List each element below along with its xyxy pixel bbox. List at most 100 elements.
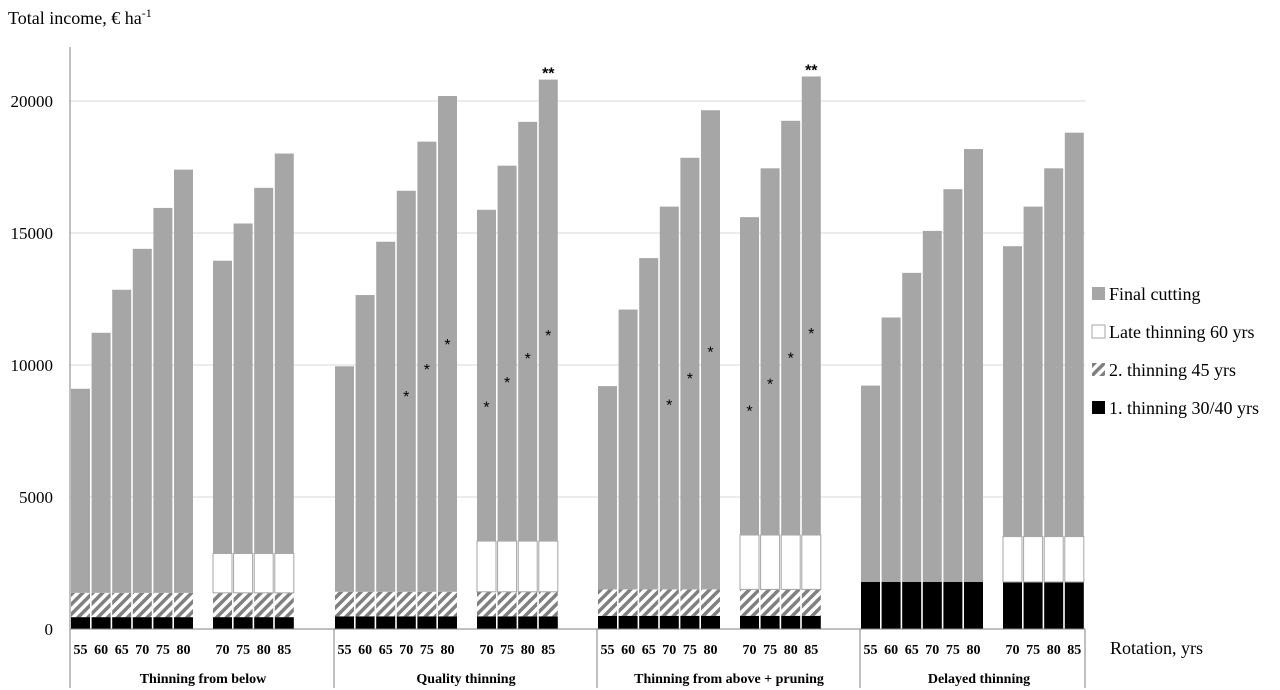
group-label: Delayed thinning <box>928 672 1030 687</box>
bar-segment-first-thinning <box>639 615 659 629</box>
x-tick-label: 70 <box>216 643 230 658</box>
bar-segment-final-cutting <box>680 157 700 590</box>
x-tick-label: 85 <box>804 643 818 658</box>
significance-star: * <box>746 403 752 420</box>
bar-segment-late-thinning <box>274 552 295 594</box>
bar-segment-first-thinning <box>153 617 173 629</box>
x-tick-label: 70 <box>662 643 676 658</box>
bar-segment-final-cutting <box>781 120 801 536</box>
bar-segment-late-thinning <box>497 540 518 593</box>
significance-star: * <box>444 337 450 354</box>
legend-label-final-cutting: Final cutting <box>1109 284 1201 304</box>
bar-segment-late-thinning <box>1043 536 1064 583</box>
x-tick-label: 75 <box>156 643 170 658</box>
bar-segment-first-thinning <box>781 615 801 629</box>
x-tick-label: 75 <box>500 643 514 658</box>
bar-segment-first-thinning <box>254 617 274 629</box>
x-tick-label: 55 <box>338 643 352 658</box>
x-tick-label: 80 <box>784 643 798 658</box>
legend-label-first-thinning: 1. thinning 30/40 yrs <box>1109 398 1259 418</box>
x-tick-label: 85 <box>277 643 291 658</box>
bar-segment-final-cutting <box>701 110 720 590</box>
x-axis-ticks: 55 60 65 70 75 80 70 75 80 85 55 60 65 70 75 80 70 75 80 85… <box>74 643 1082 658</box>
x-tick-label: 80 <box>1047 643 1061 658</box>
x-tick-label: 60 <box>94 643 108 658</box>
significance-star: * <box>483 399 489 416</box>
bar-segment-first-thinning <box>1064 582 1084 629</box>
bars <box>71 76 1085 629</box>
bar-segment-final-cutting <box>132 248 152 593</box>
bar-segment-final-cutting <box>861 385 880 583</box>
bar-segment-late-thinning <box>739 534 760 590</box>
bar-segment-first-thinning <box>213 617 232 629</box>
x-tick-label: 75 <box>946 643 960 658</box>
bar-segment-second-thinning <box>801 589 821 616</box>
x-tick-label: 65 <box>642 643 656 658</box>
bar-segment-final-cutting <box>518 121 538 542</box>
significance-star: * <box>525 351 531 368</box>
bar-segment-first-thinning <box>881 582 901 629</box>
bar-segment-second-thinning <box>477 591 496 617</box>
x-axis-title: Rotation, yrs <box>1110 638 1203 658</box>
bar-segment-final-cutting <box>376 241 396 592</box>
bar-segment-final-cutting <box>1023 206 1043 537</box>
bar-segment-first-thinning <box>355 616 375 629</box>
bar-segment-late-thinning <box>780 534 801 590</box>
significance-star: * <box>403 389 409 406</box>
x-tick-label: 70 <box>480 643 494 658</box>
bar-segment-second-thinning <box>438 591 457 617</box>
significance-star: * <box>707 345 713 362</box>
bar-segment-final-cutting <box>254 187 274 554</box>
bar-segment-second-thinning <box>781 589 801 616</box>
bar-segment-final-cutting <box>964 149 983 583</box>
bar-segment-first-thinning <box>417 616 437 629</box>
y-tick-label: 5000 <box>19 488 53 507</box>
bar-segment-first-thinning <box>1003 582 1022 629</box>
bar-segment-first-thinning <box>740 615 759 629</box>
y-axis-ticks: 0 5000 10000 15000 20000 <box>11 47 71 639</box>
group-labels: Thinning from below Quality thinning Thinn… <box>140 672 1030 687</box>
bar-segment-first-thinning <box>477 616 496 629</box>
y-tick-label: 0 <box>45 620 54 639</box>
bar-segment-first-thinning <box>538 616 558 629</box>
significance-star: * <box>545 328 551 345</box>
bar-segment-second-thinning <box>153 592 173 618</box>
x-tick-label: 85 <box>1067 643 1081 658</box>
bar-segment-first-thinning <box>174 617 193 629</box>
bar-segment-final-cutting <box>417 141 437 592</box>
bar-segment-late-thinning <box>212 552 233 594</box>
legend-swatch-second-thinning <box>1092 363 1105 376</box>
bar-segment-first-thinning <box>801 615 821 629</box>
bar-segment-final-cutting <box>922 230 942 583</box>
bar-segment-final-cutting <box>497 165 517 542</box>
x-tick-label: 80 <box>441 643 455 658</box>
bar-segment-late-thinning <box>1023 536 1044 583</box>
bar-segment-final-cutting <box>396 190 416 592</box>
bar-segment-first-thinning <box>659 615 679 629</box>
bar-segment-second-thinning <box>91 592 111 618</box>
legend: Final cutting Late thinning 60 yrs 2. th… <box>1091 284 1259 418</box>
bar-segment-final-cutting <box>740 217 759 536</box>
bar-segment-first-thinning <box>71 617 90 629</box>
legend-swatch-first-thinning <box>1092 401 1105 414</box>
bar-segment-final-cutting <box>1044 168 1064 537</box>
bar-segment-second-thinning <box>598 589 617 616</box>
significance-star: * <box>424 362 430 379</box>
bar-segment-second-thinning <box>618 589 638 616</box>
bar-segment-final-cutting <box>659 206 679 590</box>
bar-segment-first-thinning <box>1023 582 1043 629</box>
bar-segment-final-cutting <box>881 317 901 583</box>
x-tick-label: 55 <box>601 643 615 658</box>
x-tick-label: 80 <box>257 643 271 658</box>
bar-segment-final-cutting <box>71 388 90 593</box>
bar-segment-late-thinning <box>760 534 781 590</box>
x-tick-label: 75 <box>763 643 777 658</box>
x-tick-label: 55 <box>74 643 88 658</box>
bar-segment-second-thinning <box>417 591 437 617</box>
bar-segment-final-cutting <box>760 168 780 536</box>
x-tick-label: 80 <box>704 643 718 658</box>
x-tick-label: 75 <box>420 643 434 658</box>
bar-segment-second-thinning <box>740 589 759 616</box>
bar-segment-final-cutting <box>1003 246 1022 537</box>
